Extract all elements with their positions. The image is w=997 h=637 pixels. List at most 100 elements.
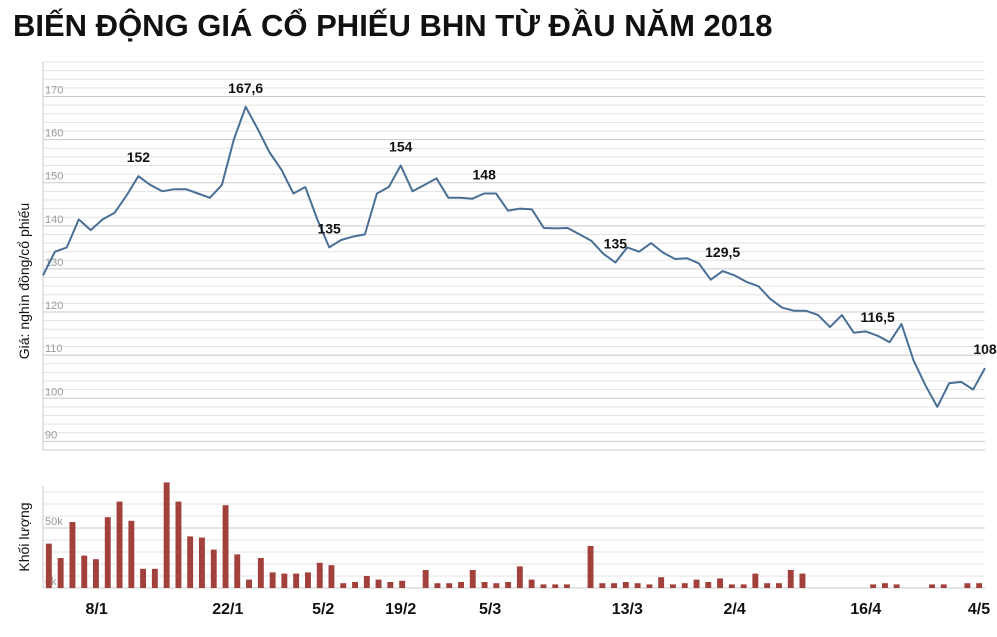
volume-bar <box>940 584 947 588</box>
volume-bar <box>469 570 476 588</box>
price-tick-label: 150 <box>45 171 63 183</box>
chart-title: BIẾN ĐỘNG GIÁ CỔ PHIẾU BHN TỪ ĐẦU NĂM 20… <box>13 8 773 43</box>
volume-bar <box>140 568 146 588</box>
volume-bar <box>422 570 429 588</box>
price-tick-label: 100 <box>45 386 63 398</box>
volume-bar <box>893 584 900 588</box>
price-tick-label: 120 <box>45 300 63 312</box>
volume-bar <box>387 582 394 588</box>
volume-bar <box>976 583 983 588</box>
volume-bar <box>622 582 629 588</box>
volume-bar <box>281 573 288 588</box>
volume-bar <box>375 579 382 588</box>
x-tick-label: 8/1 <box>86 601 108 618</box>
data-label: 129,5 <box>705 244 740 260</box>
volume-bar <box>93 559 99 588</box>
volume-bar <box>293 573 300 588</box>
volume-bar <box>552 584 559 588</box>
volume-bar <box>104 517 111 588</box>
volume-bar <box>69 522 76 588</box>
price-tick-label: 170 <box>45 84 63 96</box>
volume-bar <box>776 583 782 588</box>
volume-bar <box>740 584 747 588</box>
volume-bar <box>728 584 735 588</box>
volume-bar <box>175 501 182 588</box>
volume-bar <box>316 562 323 588</box>
x-tick-label: 5/3 <box>479 601 501 618</box>
volume-bar <box>210 549 217 588</box>
volume-bar <box>399 580 406 588</box>
volume-bar <box>717 578 723 588</box>
price-tick-label: 110 <box>45 343 63 355</box>
data-label: 108 <box>973 341 997 357</box>
volume-bar <box>81 555 88 588</box>
volume-bar <box>693 579 700 588</box>
volume-bar <box>528 579 535 588</box>
volume-bar <box>929 584 935 588</box>
data-label: 135 <box>604 235 628 251</box>
volume-bar <box>505 582 512 588</box>
volume-bar <box>446 583 453 588</box>
data-label: 116,5 <box>861 309 895 325</box>
volume-bar <box>564 584 570 588</box>
volume-bar <box>611 583 617 588</box>
volume-bar <box>764 583 771 588</box>
price-axis-label: Giá: nghìn đồng/cổ phiếu <box>16 203 32 359</box>
volume-bar <box>752 573 759 588</box>
price-tick-label: 160 <box>45 128 63 140</box>
x-tick-label: 2/4 <box>723 601 745 618</box>
volume-bar <box>257 558 264 588</box>
price-tick-label: 90 <box>45 429 57 441</box>
data-label: 152 <box>127 149 151 165</box>
data-label: 154 <box>389 138 413 154</box>
volume-bar <box>599 583 606 588</box>
volume-bar <box>352 582 358 588</box>
volume-bar <box>434 583 441 588</box>
x-tick-label: 5/2 <box>312 601 334 618</box>
volume-axis-label: Khối lượng <box>16 502 32 571</box>
x-tick-label: 13/3 <box>612 601 643 618</box>
volume-bar <box>481 582 488 588</box>
volume-bar <box>340 583 347 588</box>
data-label: 148 <box>473 166 497 182</box>
volume-bar <box>458 582 464 588</box>
volume-bar <box>870 584 877 588</box>
data-label: 167,6 <box>228 80 263 96</box>
volume-bar <box>246 579 252 588</box>
x-tick-label: 16/4 <box>850 601 881 618</box>
volume-bar <box>222 505 229 588</box>
data-label: 135 <box>317 220 341 236</box>
volume-bar <box>363 576 370 588</box>
volume-bar <box>681 583 688 588</box>
volume-bar <box>964 583 971 588</box>
price-line <box>42 105 986 408</box>
volume-tick-label: 50k <box>45 516 63 528</box>
volume-bar <box>634 583 641 588</box>
x-tick-label: 22/1 <box>212 601 243 618</box>
x-tick-label: 4/5 <box>968 601 990 618</box>
volume-bar <box>882 583 888 588</box>
volume-bar <box>787 570 794 588</box>
volume-bar <box>151 568 158 588</box>
volume-bar <box>199 537 205 588</box>
volume-bar <box>646 584 653 588</box>
volume-bar <box>116 501 123 588</box>
volume-bar <box>705 582 712 588</box>
volume-bar <box>128 520 135 588</box>
volume-bar <box>234 554 241 588</box>
volume-bar <box>493 583 500 588</box>
volume-bar <box>328 565 335 588</box>
volume-bar <box>305 572 311 588</box>
volume-bar <box>799 573 806 588</box>
volume-bar <box>658 577 665 588</box>
volume-bar <box>670 584 676 588</box>
volume-bar <box>540 584 547 588</box>
volume-bar <box>187 536 194 588</box>
volume-bar <box>163 482 170 588</box>
volume-bar <box>269 572 276 588</box>
price-tick-label: 130 <box>45 257 63 269</box>
x-tick-label: 19/2 <box>385 601 416 618</box>
volume-bar <box>587 546 594 588</box>
price-tick-label: 140 <box>45 214 63 226</box>
